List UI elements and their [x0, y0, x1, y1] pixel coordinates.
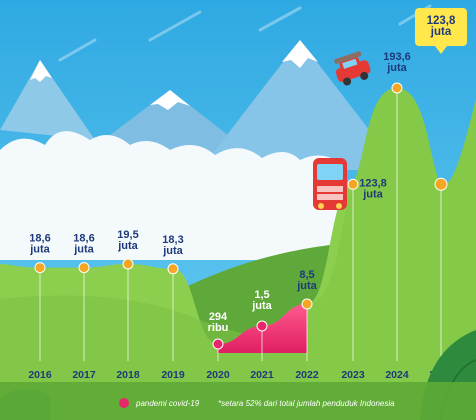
year-label: 2024	[385, 369, 409, 381]
footnote: *setara 52% dari total jumlah penduduk I…	[218, 399, 395, 408]
data-points	[34, 82, 448, 350]
legend-label: pandemi covid-19	[135, 399, 200, 408]
car-icon	[334, 51, 371, 86]
data-label-unit: juta	[251, 300, 272, 312]
data-label: 193,6	[383, 51, 411, 63]
data-label: 18,6	[29, 233, 50, 245]
data-label: 18,6	[73, 233, 94, 245]
mountains	[0, 40, 400, 170]
data-point	[391, 82, 403, 94]
data-label-unit: juta	[73, 244, 94, 256]
year-label: 2017	[72, 369, 96, 381]
right-hill	[307, 88, 476, 420]
legend-strip	[0, 382, 476, 420]
year-label: 2018	[116, 369, 140, 381]
data-point	[256, 320, 268, 332]
data-label-unit: juta	[29, 244, 50, 256]
data-labels: 18,6juta18,6juta19,5juta18,3juta294ribu1…	[29, 8, 467, 334]
data-label: 8,5	[299, 269, 314, 281]
data-point	[212, 338, 224, 350]
data-point	[434, 177, 448, 191]
data-label-unit: ribu	[208, 322, 229, 334]
data-point	[301, 298, 313, 310]
data-label: 123,8	[427, 15, 456, 27]
year-label: 2019	[161, 369, 185, 381]
data-label: 18,3	[162, 234, 183, 246]
bus-icon	[313, 158, 347, 210]
clouds	[0, 131, 340, 260]
data-label: 123,8	[359, 177, 387, 189]
data-label-unit: juta	[362, 188, 383, 200]
data-label: 294	[209, 311, 228, 323]
data-point	[347, 178, 359, 190]
data-label: 1,5	[254, 289, 269, 301]
legend: pandemi covid-19	[119, 398, 200, 408]
data-label-unit: juta	[296, 280, 317, 292]
year-label: 2021	[250, 369, 274, 381]
data-point	[167, 263, 179, 275]
legend-swatch	[119, 398, 129, 408]
year-label: 2020	[206, 369, 230, 381]
data-label: 19,5	[117, 229, 138, 241]
data-point	[78, 262, 90, 274]
year-label: 2016	[28, 369, 52, 381]
data-label-unit: juta	[117, 240, 138, 252]
data-label-unit: juta	[386, 62, 407, 74]
year-label: 2022	[295, 369, 319, 381]
callout-pointer	[435, 46, 447, 54]
data-label-unit: juta	[430, 26, 452, 38]
year-label: 2023	[341, 369, 365, 381]
drop-lines	[39, 88, 442, 361]
callout-box	[415, 8, 467, 46]
data-label-unit: juta	[162, 245, 183, 257]
data-point	[122, 258, 134, 270]
data-point	[34, 262, 46, 274]
